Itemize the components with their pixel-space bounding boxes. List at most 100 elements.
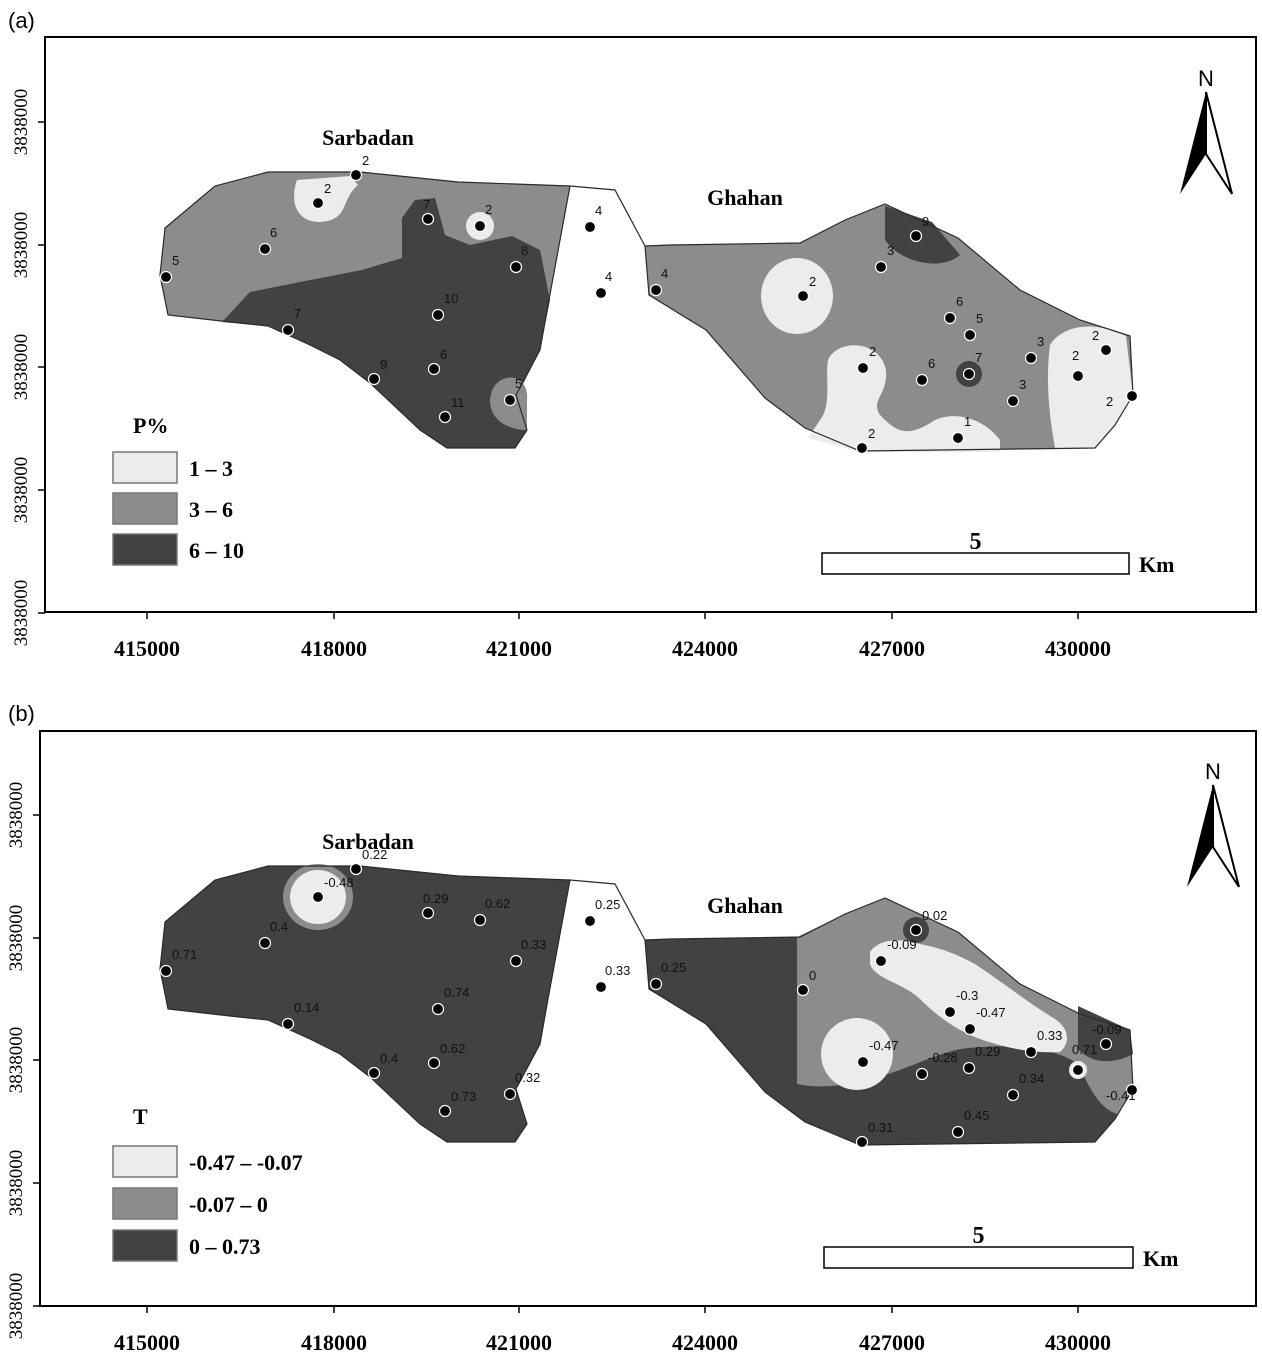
sample-dot xyxy=(943,311,957,325)
y-tick-label: 3838000 xyxy=(11,457,32,524)
sample-dot xyxy=(311,890,325,904)
sample-point: 7 xyxy=(421,197,435,226)
zone-neg0.47-neg0.07 xyxy=(870,940,1067,1053)
x-tick-label: 430000 xyxy=(1045,636,1111,661)
map-panel-b: (b) -0.48 0.22 0.62 0.29 0.25 0.4 0.71 0.33 0.33 0… xyxy=(6,701,1257,1355)
sample-dot xyxy=(438,1104,452,1118)
sample-dot xyxy=(367,372,381,386)
sample-dot xyxy=(856,1055,870,1069)
sample-value-label: 0.71 xyxy=(1072,1042,1097,1057)
north-arrow-right xyxy=(1205,91,1233,195)
sample-value-label: 0.32 xyxy=(515,1070,540,1085)
sample-dot xyxy=(649,283,663,297)
legend-title: P% xyxy=(133,413,168,438)
sample-value-label: 0.33 xyxy=(1037,1028,1062,1043)
sample-value-label: 0.4 xyxy=(380,1051,398,1066)
sample-point: 2 xyxy=(311,181,331,210)
sample-value-label: 3 xyxy=(1019,377,1026,392)
legend-swatch xyxy=(112,1187,178,1220)
sample-point: 0.45 xyxy=(951,1108,989,1139)
sample-point: -0.47 xyxy=(963,1005,1006,1036)
sample-value-label: 11 xyxy=(451,395,465,410)
scale-value: 5 xyxy=(973,1223,985,1249)
sample-point: 2 xyxy=(473,202,492,233)
sample-point: -0.09 xyxy=(1092,1022,1122,1051)
sample-value-label: 0.31 xyxy=(868,1120,893,1135)
legend-swatch xyxy=(112,1145,178,1178)
sample-dot xyxy=(1125,389,1139,403)
sample-value-label: 8 xyxy=(521,243,528,258)
sample-dot xyxy=(1099,1037,1113,1051)
sample-dot xyxy=(594,980,608,994)
sample-value-label: -0.47 xyxy=(869,1038,899,1053)
legend-label: 0 – 0.73 xyxy=(189,1234,261,1259)
sample-value-label: 0.33 xyxy=(605,963,630,978)
sample-value-label: 2 xyxy=(869,344,876,359)
sample-value-label: -0.47 xyxy=(976,1005,1006,1020)
zone-6-10 xyxy=(885,206,960,264)
sample-value-label: 0.71 xyxy=(172,947,197,962)
sample-dot xyxy=(962,1061,976,1075)
sample-point: 0.29 xyxy=(421,891,448,920)
sample-value-label: 7 xyxy=(294,306,301,321)
sample-point: 7 xyxy=(962,350,982,381)
sample-dot xyxy=(874,260,888,274)
panel-label: (b) xyxy=(8,701,35,726)
sample-dot xyxy=(367,1066,381,1080)
sample-value-label: 0.34 xyxy=(1019,1071,1044,1086)
sample-dot xyxy=(421,906,435,920)
sample-point: 2 xyxy=(1106,389,1139,409)
sample-value-label: 7 xyxy=(423,197,430,212)
x-tick-label: 421000 xyxy=(486,1330,552,1355)
zone-0-0.73 xyxy=(1078,1006,1133,1062)
panel-label: (a) xyxy=(8,8,35,33)
sample-value-label: 5 xyxy=(976,311,983,326)
sample-dot xyxy=(909,923,923,937)
sample-value-label: 9 xyxy=(922,214,929,229)
sample-point: 6 xyxy=(915,356,935,387)
sample-value-label: 0.73 xyxy=(451,1089,476,1104)
sample-value-label: 6 xyxy=(956,294,963,309)
legend-label: 3 – 6 xyxy=(189,497,233,522)
sample-value-label: 5 xyxy=(515,376,522,391)
sample-dot xyxy=(1024,351,1038,365)
sample-dot xyxy=(1125,1083,1139,1097)
sample-dot xyxy=(258,242,272,256)
legend-label: -0.47 – -0.07 xyxy=(189,1150,303,1175)
sample-value-label: -0.09 xyxy=(1092,1022,1122,1037)
sample-point: 7 xyxy=(281,306,301,337)
sample-dot xyxy=(473,219,487,233)
sample-dot xyxy=(1006,394,1020,408)
sample-dot xyxy=(1099,343,1113,357)
sample-dot xyxy=(963,328,977,342)
sample-value-label: 2 xyxy=(324,181,331,196)
sample-point: 0 xyxy=(796,968,816,997)
x-tick-label: 418000 xyxy=(301,1330,367,1355)
sample-dot xyxy=(1006,1088,1020,1102)
sample-dot xyxy=(473,913,487,927)
north-arrow-icon: N xyxy=(1187,759,1240,888)
sample-point: 6 xyxy=(943,294,963,325)
sample-point: 2 xyxy=(349,153,369,182)
sample-value-label: 3 xyxy=(1037,334,1044,349)
sample-dot xyxy=(855,441,869,455)
sample-point: -0.3 xyxy=(943,988,978,1019)
sample-value-label: 4 xyxy=(661,266,668,281)
y-tick-label: 3838000 xyxy=(11,89,32,156)
sample-value-label: 0.02 xyxy=(922,908,947,923)
y-tick-label: 3838000 xyxy=(6,782,27,849)
sample-point: 4 xyxy=(649,266,668,297)
scale-unit: Km xyxy=(1139,552,1174,577)
sample-value-label: 0.62 xyxy=(440,1041,465,1056)
sample-point: 2 xyxy=(856,344,876,375)
y-tick-label: 3838000 xyxy=(6,1150,27,1217)
sample-point: 5 xyxy=(159,253,179,284)
sample-value-label: 5 xyxy=(172,253,179,268)
sample-value-label: 4 xyxy=(595,203,602,218)
sample-value-label: 2 xyxy=(1092,328,1099,343)
sample-point: 5 xyxy=(963,311,983,342)
zone-1-3 xyxy=(294,176,358,222)
legend-swatch xyxy=(112,451,178,484)
x-tick-label: 430000 xyxy=(1045,1330,1111,1355)
